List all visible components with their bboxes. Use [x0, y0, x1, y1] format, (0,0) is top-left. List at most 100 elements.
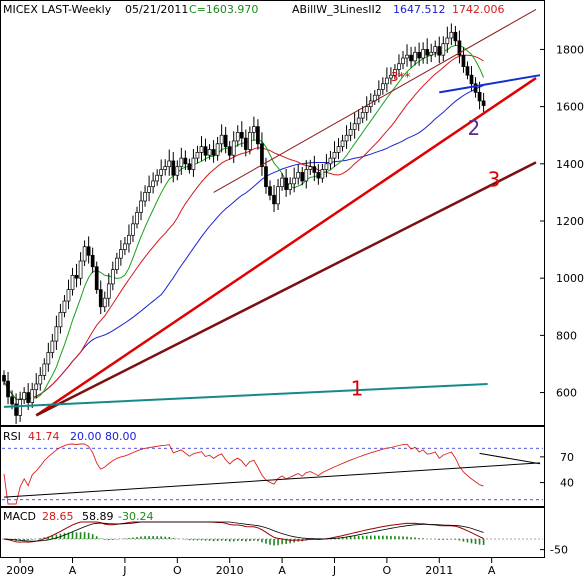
candle-body: [235, 132, 240, 142]
candle-body: [22, 392, 27, 401]
candle-body: [300, 172, 305, 182]
candle-body: [183, 157, 188, 165]
candle-body: [42, 363, 47, 376]
candle-body: [54, 326, 59, 342]
header-symbol: MICEX LAST-Weekly: [3, 3, 112, 16]
candle-body: [376, 89, 381, 96]
candle-body: [163, 166, 168, 170]
trend-label-2: 2: [467, 116, 480, 140]
candle-body: [74, 274, 79, 279]
header-value1: 1647.512: [393, 3, 446, 16]
rsi-panel-frame: [0, 426, 545, 507]
candle-body: [147, 186, 151, 193]
candle-body: [356, 117, 361, 125]
candle-body: [94, 266, 99, 290]
axis-layer: 600 800 1000 1200 1400 1600 1800 2009 A J O 2010 A J O…: [6, 43, 584, 577]
candle-body: [441, 43, 446, 56]
candle-body: [260, 143, 264, 168]
candle-body: [405, 54, 409, 59]
x-tick-label: O: [383, 564, 392, 577]
candle-body: [38, 375, 43, 385]
candle-body: [86, 246, 91, 256]
x-tick-label: A: [278, 564, 286, 577]
candle-body: [62, 300, 67, 313]
rsi-lower: 20.00: [70, 430, 102, 443]
candle-body: [231, 140, 236, 156]
candle-body: [332, 152, 337, 159]
price-tick-label: 1800: [556, 43, 584, 56]
candle-body: [239, 132, 244, 139]
candle-body: [191, 157, 196, 170]
candle-body: [473, 83, 478, 93]
ma-blue-line: [3, 85, 484, 400]
candle-body: [179, 157, 184, 168]
candle-body: [211, 149, 216, 156]
header-indicator: ABillW_3LinesII2: [292, 3, 382, 16]
rsi-layer: [2, 443, 543, 505]
candle-body: [151, 180, 155, 188]
trend-label-1: 1: [351, 376, 364, 400]
macd-line: [3, 521, 484, 543]
candle-body: [155, 174, 160, 182]
x-tick-label: J: [122, 564, 126, 577]
candle-body: [119, 249, 123, 259]
candle-body: [219, 134, 224, 145]
candle-body: [288, 183, 293, 190]
candle-body: [385, 77, 389, 85]
candle-body: [167, 160, 172, 168]
candle-body: [26, 392, 31, 403]
candle-body: [175, 166, 180, 176]
candle-body: [320, 169, 325, 179]
x-tick-label: O: [173, 564, 182, 577]
candle-body: [272, 194, 276, 205]
candle-body: [413, 51, 417, 62]
candle-body: [308, 166, 313, 170]
candle-body: [429, 51, 434, 56]
ma-green-line: [3, 45, 485, 400]
trend-line-blue: [439, 74, 541, 94]
price-tick-label: 1000: [556, 272, 584, 285]
candle-body: [139, 200, 143, 213]
price-tick-label: 800: [556, 329, 577, 342]
candle-body: [215, 143, 220, 156]
candle-body: [34, 383, 39, 391]
candle-body: [401, 57, 405, 65]
candle-body: [364, 106, 369, 113]
candle-body: [66, 289, 71, 302]
candle-body: [284, 177, 288, 190]
candle-body: [14, 403, 18, 416]
candle-body: [292, 177, 297, 185]
candle-body: [30, 389, 35, 403]
candle-body: [18, 399, 22, 416]
candle-body: [207, 149, 212, 156]
macd-tick-label: -50: [550, 544, 568, 557]
candle-body: [203, 146, 208, 156]
candle-body: [344, 134, 349, 142]
candle-body: [243, 137, 248, 150]
candle-body: [187, 163, 192, 170]
candle-body: [280, 177, 284, 188]
candle-body: [453, 31, 458, 42]
candle-body: [397, 63, 401, 70]
x-tick-label: 2009: [6, 564, 34, 577]
candle-body: [264, 166, 268, 188]
price-tick-label: 1200: [556, 215, 584, 228]
trend-line-upper-channel: [213, 8, 537, 193]
price-tick-label: 1400: [556, 158, 584, 171]
candle-body: [268, 186, 272, 196]
candle-body: [461, 54, 466, 67]
trend-line-1: [3, 382, 488, 408]
candle-body: [393, 69, 397, 76]
candle-body: [328, 157, 333, 165]
candle-body: [78, 260, 83, 279]
price-panel-frame: [0, 0, 545, 426]
candle-body: [199, 146, 204, 153]
candle-body: [312, 166, 317, 173]
trend-line-3: [35, 161, 537, 417]
rsi-line: [3, 443, 484, 505]
candle-body: [417, 51, 421, 59]
candle-body: [135, 212, 139, 225]
candle-body: [256, 126, 260, 145]
candle-body: [348, 129, 353, 136]
